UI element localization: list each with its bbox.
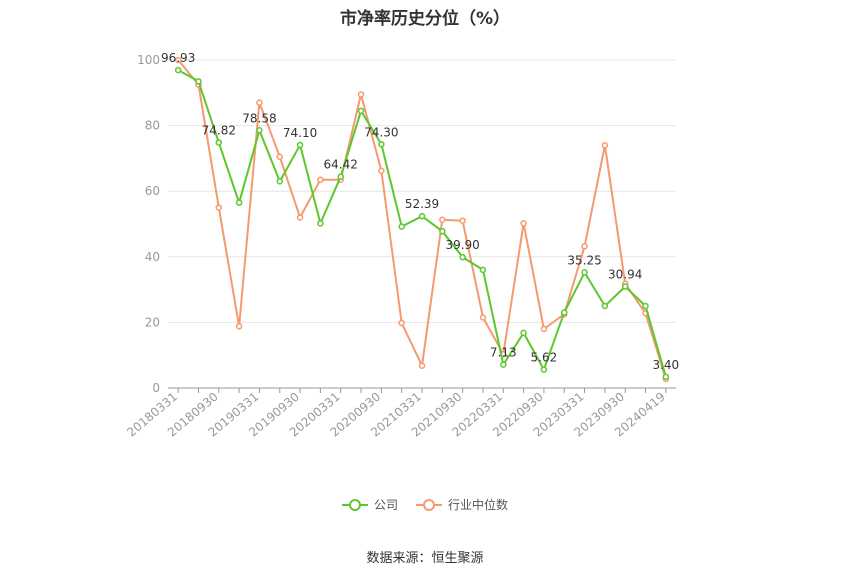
data-point-series-1 [439,216,446,223]
data-label: 74.10 [283,126,317,140]
data-point-series-0 [662,373,670,381]
y-tick-label: 80 [145,119,160,133]
data-point-series-0 [296,141,304,149]
data-label: 96.93 [161,51,195,65]
data-point-series-1 [317,176,324,183]
data-label: 30.94 [608,268,642,282]
data-point-series-0 [439,227,446,235]
data-point-series-0 [398,223,405,230]
data-point-series-0 [642,302,649,310]
data-label: 52.39 [405,197,439,211]
data-point-series-1 [276,153,284,161]
y-tick-label: 0 [152,381,160,395]
data-point-series-1 [398,319,405,327]
data-point-series-1 [378,167,385,175]
data-point-series-0 [560,309,568,316]
data-point-series-0 [520,329,527,337]
data-point-series-0 [540,366,548,373]
chart-title: 市净率历史分位（%） [339,9,511,29]
line-chart: 0204060801002018033120180930201903312019… [124,51,679,439]
data-point-series-1 [540,325,548,333]
data-point-series-0 [337,173,344,180]
y-tick-label: 60 [145,184,160,198]
data-point-series-0 [479,266,487,274]
legend-label-company: 公司 [373,498,398,512]
legend-label-industry-median: 行业中位数 [448,498,509,512]
legend-marker-industry-median [416,498,442,511]
y-tick-label: 40 [145,250,160,264]
data-point-series-0 [215,139,223,146]
data-label: 35.25 [567,253,601,267]
data-point-series-0 [581,269,588,276]
data-point-series-1 [520,220,527,227]
data-point-series-0 [357,107,365,115]
data-point-series-0 [378,141,385,148]
data-point-series-0 [621,283,629,290]
data-label: 74.30 [364,125,398,139]
data-point-series-1 [215,204,223,211]
data-point-series-1 [174,56,182,64]
data-label: 39.90 [445,238,479,252]
data-point-series-1 [235,323,243,330]
data-point-series-1 [459,217,466,224]
data-point-series-0 [174,66,182,74]
data-point-series-1 [296,214,304,221]
data-source: 数据来源：恒生聚源 [366,551,484,566]
legend-marker-company [341,498,368,511]
data-label: 78.58 [242,111,276,125]
data-point-series-0 [418,212,426,220]
data-point-series-0 [500,361,507,368]
data-point-series-0 [195,78,202,85]
y-tick-label: 20 [145,315,160,329]
legend: 公司 行业中位数 [0,496,850,513]
data-point-series-1 [581,243,588,250]
data-point-series-0 [276,178,284,185]
data-point-series-0 [317,220,324,227]
data-point-series-1 [479,314,487,321]
data-point-series-0 [235,199,243,206]
legend-item-industry-median[interactable]: 行业中位数 [416,496,508,513]
data-label: 5.62 [531,351,558,365]
y-tick-label: 100 [137,53,160,67]
data-point-series-1 [418,362,426,369]
data-label: 3.40 [652,358,679,372]
data-point-series-1 [601,142,609,149]
data-label: 7.13 [490,346,517,360]
data-point-series-0 [601,302,609,310]
data-label: 64.42 [324,158,358,172]
data-label: 74.82 [202,124,236,138]
data-point-series-0 [459,253,466,261]
data-point-series-0 [256,127,263,134]
data-point-series-1 [256,99,263,106]
data-point-series-1 [357,91,365,98]
legend-item-company[interactable]: 公司 [341,496,398,513]
